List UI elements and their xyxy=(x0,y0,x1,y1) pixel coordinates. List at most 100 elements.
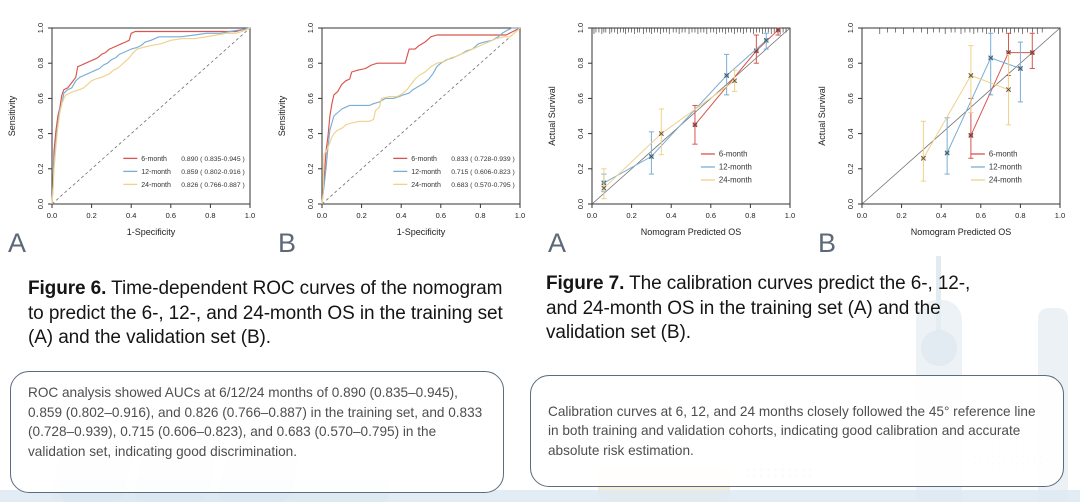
svg-text:24-month: 24-month xyxy=(719,175,752,184)
roc-validation-chart: 0.0 0.2 0.4 0.6 0.8 1.0 0.0 0.2 0.4 0.6 0.8 1.0 1-Sp… xyxy=(277,23,525,258)
svg-text:0.0: 0.0 xyxy=(317,211,327,220)
calibration-training-chart: 0.0 0.2 0.4 0.6 0.8 1.0 0.0 0.2 0.4 0.6 0.8 1.0 Nomo… xyxy=(547,23,795,258)
calibration-training-panel: 0.0 0.2 0.4 0.6 0.8 1.0 0.0 0.2 0.4 0.6 0.8 1.0 Nomo… xyxy=(540,2,810,258)
svg-text:0.4: 0.4 xyxy=(306,128,315,138)
svg-text:6-month: 6-month xyxy=(411,156,437,163)
svg-text:0.6: 0.6 xyxy=(706,211,716,220)
svg-text:1-Specificity: 1-Specificity xyxy=(127,227,176,237)
roc-validation-panel: 0.0 0.2 0.4 0.6 0.8 1.0 0.0 0.2 0.4 0.6 0.8 1.0 1-Sp… xyxy=(270,2,540,258)
svg-text:0.8: 0.8 xyxy=(576,58,585,68)
svg-text:1.0: 1.0 xyxy=(515,211,525,220)
svg-text:0.2: 0.2 xyxy=(626,211,636,220)
svg-text:0.2: 0.2 xyxy=(356,211,366,220)
figure7-text: The calibration curves predict the 6-, 1… xyxy=(546,273,971,344)
svg-text:1.0: 1.0 xyxy=(576,23,585,33)
svg-text:0.0: 0.0 xyxy=(587,211,597,220)
svg-text:Nomogram Predicted OS: Nomogram Predicted OS xyxy=(641,227,742,237)
svg-text:0.8: 0.8 xyxy=(1015,211,1025,220)
svg-text:B: B xyxy=(818,228,836,258)
svg-text:1.0: 1.0 xyxy=(306,23,315,33)
svg-text:0.4: 0.4 xyxy=(936,211,946,220)
skyline-tower-sphere-decoration xyxy=(921,330,957,366)
svg-text:0.6: 0.6 xyxy=(306,93,315,103)
svg-text:A: A xyxy=(548,228,566,258)
svg-text:0.2: 0.2 xyxy=(86,211,96,220)
calibration-summary-box: Calibration curves at 6, 12, and 24 mont… xyxy=(530,375,1064,487)
roc-training-panel: 0.0 0.2 0.4 0.6 0.8 1.0 0.0 0.2 0.4 0.6 0.8 1.0 1-Sp… xyxy=(0,2,270,258)
svg-text:0.6: 0.6 xyxy=(436,211,446,220)
svg-text:0.6: 0.6 xyxy=(166,211,176,220)
svg-text:0.4: 0.4 xyxy=(396,211,406,220)
svg-text:0.0: 0.0 xyxy=(306,199,315,209)
svg-text:0.2: 0.2 xyxy=(846,164,855,174)
svg-text:12-month: 12-month xyxy=(411,169,441,176)
skyline-tower-mast-decoration xyxy=(936,256,941,336)
svg-text:0.890 ( 0.835-0.945 ): 0.890 ( 0.835-0.945 ) xyxy=(181,156,244,163)
figure7-caption: Figure 7. The calibration curves predict… xyxy=(546,272,1002,346)
svg-text:0.0: 0.0 xyxy=(576,199,585,209)
svg-text:6-month: 6-month xyxy=(719,149,748,158)
svg-text:0.8: 0.8 xyxy=(205,211,215,220)
svg-text:0.0: 0.0 xyxy=(846,199,855,209)
figure6-caption: Figure 6. Time-dependent ROC curves of t… xyxy=(28,277,510,351)
calibration-validation-panel: 0.0 0.2 0.4 0.6 0.8 1.0 0.0 0.2 0.4 0.6 0.8 1.0 Nomo… xyxy=(810,2,1080,258)
svg-text:1.0: 1.0 xyxy=(785,211,795,220)
svg-text:Sensitivity: Sensitivity xyxy=(277,95,287,136)
svg-text:Actual Survival: Actual Survival xyxy=(547,86,557,146)
figure-panels-row: 0.0 0.2 0.4 0.6 0.8 1.0 0.0 0.2 0.4 0.6 0.8 1.0 1-Sp… xyxy=(0,2,1080,258)
figure6-label: Figure 6. xyxy=(28,278,107,299)
svg-text:0.4: 0.4 xyxy=(126,211,136,220)
svg-text:24-month: 24-month xyxy=(989,175,1022,184)
figure7-label: Figure 7. xyxy=(546,273,625,294)
svg-text:0.6: 0.6 xyxy=(36,93,45,103)
svg-text:1-Specificity: 1-Specificity xyxy=(397,227,446,237)
svg-text:0.859 ( 0.802-0.916 ): 0.859 ( 0.802-0.916 ) xyxy=(181,169,244,176)
calibration-summary-text: Calibration curves at 6, 12, and 24 mont… xyxy=(548,403,1036,458)
svg-text:Actual Survival: Actual Survival xyxy=(817,86,827,146)
figure6-text: Time-dependent ROC curves of the nomogra… xyxy=(28,278,503,349)
svg-text:0.683 ( 0.570-0.795 ): 0.683 ( 0.570-0.795 ) xyxy=(451,182,514,189)
svg-text:12-month: 12-month xyxy=(989,162,1022,171)
svg-text:6-month: 6-month xyxy=(141,156,167,163)
svg-text:0.826 ( 0.766-0.887 ): 0.826 ( 0.766-0.887 ) xyxy=(181,182,244,189)
svg-text:B: B xyxy=(278,228,296,258)
svg-text:6-month: 6-month xyxy=(989,149,1018,158)
svg-text:0.8: 0.8 xyxy=(306,58,315,68)
bottom-band-decoration xyxy=(0,490,1080,502)
svg-text:12-month: 12-month xyxy=(141,169,171,176)
svg-text:0.2: 0.2 xyxy=(576,164,585,174)
svg-text:0.833 ( 0.728-0.939 ): 0.833 ( 0.728-0.939 ) xyxy=(451,156,514,163)
svg-text:0.0: 0.0 xyxy=(36,199,45,209)
svg-text:A: A xyxy=(8,228,26,258)
svg-text:24-month: 24-month xyxy=(141,182,171,189)
roc-summary-text: ROC analysis showed AUCs at 6/12/24 mont… xyxy=(28,385,483,459)
svg-text:0.0: 0.0 xyxy=(857,211,867,220)
svg-text:1.0: 1.0 xyxy=(36,23,45,33)
svg-text:0.715 ( 0.606-0.823 ): 0.715 ( 0.606-0.823 ) xyxy=(451,169,514,176)
svg-text:0.2: 0.2 xyxy=(896,211,906,220)
svg-text:0.8: 0.8 xyxy=(846,58,855,68)
svg-text:0.6: 0.6 xyxy=(576,93,585,103)
svg-text:0.8: 0.8 xyxy=(475,211,485,220)
calibration-validation-chart: 0.0 0.2 0.4 0.6 0.8 1.0 0.0 0.2 0.4 0.6 0.8 1.0 Nomo… xyxy=(817,23,1065,258)
svg-text:0.8: 0.8 xyxy=(36,58,45,68)
svg-text:24-month: 24-month xyxy=(411,182,441,189)
svg-text:0.0: 0.0 xyxy=(47,211,57,220)
svg-text:0.2: 0.2 xyxy=(306,164,315,174)
svg-text:0.4: 0.4 xyxy=(36,128,45,138)
svg-text:Sensitivity: Sensitivity xyxy=(7,95,17,136)
svg-text:1.0: 1.0 xyxy=(1055,211,1065,220)
svg-text:0.4: 0.4 xyxy=(666,211,676,220)
roc-summary-box: ROC analysis showed AUCs at 6/12/24 mont… xyxy=(10,371,504,493)
svg-text:Nomogram Predicted OS: Nomogram Predicted OS xyxy=(911,227,1012,237)
svg-text:0.4: 0.4 xyxy=(846,128,855,138)
svg-text:0.4: 0.4 xyxy=(576,128,585,138)
svg-text:0.8: 0.8 xyxy=(745,211,755,220)
svg-text:0.6: 0.6 xyxy=(846,93,855,103)
roc-training-chart: 0.0 0.2 0.4 0.6 0.8 1.0 0.0 0.2 0.4 0.6 0.8 1.0 1-Sp… xyxy=(7,23,255,258)
svg-text:12-month: 12-month xyxy=(719,162,752,171)
svg-text:1.0: 1.0 xyxy=(846,23,855,33)
svg-text:0.6: 0.6 xyxy=(976,211,986,220)
svg-text:0.2: 0.2 xyxy=(36,164,45,174)
